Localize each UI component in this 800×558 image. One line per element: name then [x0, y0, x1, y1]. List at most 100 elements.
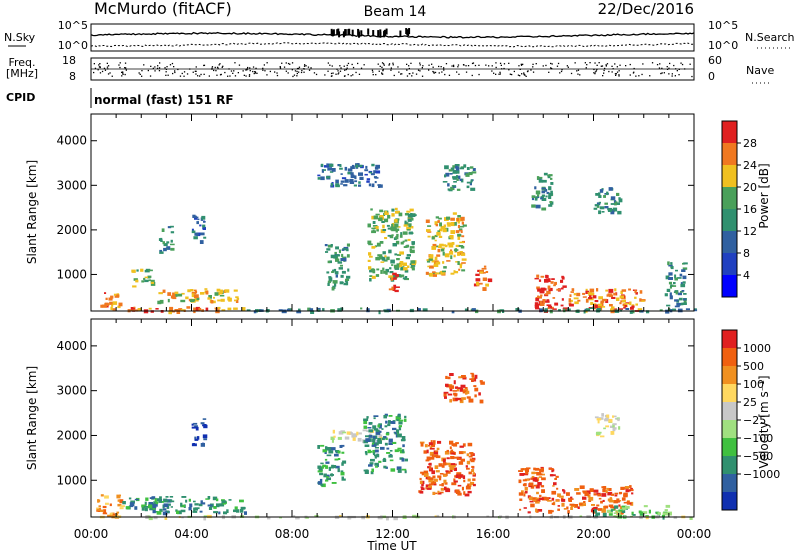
heatmap-cell [551, 497, 555, 501]
colorbar-swatch [722, 209, 737, 231]
freq-tick-bottom: 8 [69, 70, 76, 83]
freq-dot [216, 66, 219, 68]
heatmap-cell [544, 188, 548, 192]
freq-dot [520, 63, 522, 65]
freq-dot [382, 73, 384, 75]
heatmap-cell [428, 479, 433, 483]
freq-dot [344, 69, 346, 71]
power-heatmap [100, 163, 698, 315]
heatmap-cell [214, 292, 219, 296]
heatmap-cell [321, 465, 325, 469]
heatmap-cell [597, 493, 602, 497]
velocity-colorbar-label: Velocity [m s⁻¹] [757, 375, 771, 468]
heatmap-cell [337, 308, 342, 312]
heatmap-cell [471, 465, 475, 468]
heatmap-cell [631, 305, 635, 308]
freq-dot [121, 75, 123, 77]
heatmap-cell [628, 288, 631, 291]
heatmap-cell [573, 504, 578, 508]
heatmap-cell [560, 304, 564, 307]
freq-dot [164, 67, 166, 69]
heatmap-cell [521, 490, 524, 494]
freq-dot [214, 66, 216, 69]
heatmap-cell [374, 455, 377, 459]
heatmap-cell [470, 179, 473, 183]
heatmap-cell [324, 244, 328, 247]
heatmap-cell [368, 243, 373, 246]
heatmap-cell [445, 470, 449, 473]
x-tick-label: 00:00 [677, 527, 712, 541]
heatmap-cell [444, 174, 447, 178]
heatmap-cell [386, 447, 390, 450]
freq-dot [691, 75, 693, 78]
heatmap-cell [433, 263, 439, 267]
heatmap-cell [427, 231, 432, 233]
heatmap-cell [631, 511, 634, 516]
freq-dot [611, 65, 613, 67]
heatmap-cell [597, 420, 600, 424]
heatmap-cell [459, 251, 463, 253]
heatmap-cell [314, 515, 319, 517]
heatmap-cell [619, 302, 622, 305]
heatmap-cell [428, 258, 433, 261]
heatmap-cell [370, 269, 376, 271]
heatmap-cell [429, 466, 432, 470]
heatmap-cell [194, 503, 199, 506]
heatmap-cell [167, 226, 172, 229]
freq-dot [509, 73, 511, 75]
heatmap-cell [406, 210, 409, 213]
heatmap-cell [337, 261, 343, 264]
heatmap-cell [365, 452, 368, 456]
freq-dot [296, 67, 299, 70]
heatmap-cell [340, 471, 345, 476]
heatmap-cell [148, 279, 151, 282]
heatmap-cell [674, 299, 679, 302]
heatmap-cell [326, 248, 331, 251]
heatmap-cell [437, 230, 440, 233]
heatmap-cell [561, 502, 565, 507]
heatmap-cell [451, 482, 457, 486]
heatmap-cell [398, 421, 403, 425]
noise-spike [351, 29, 354, 36]
heatmap-cell [552, 297, 556, 299]
heatmap-cell [396, 228, 400, 231]
freq-dot [138, 72, 140, 74]
heatmap-cell [547, 305, 552, 309]
freq-dot [119, 62, 121, 64]
heatmap-cell [455, 166, 460, 171]
heatmap-cell [228, 299, 232, 302]
heatmap-cell [378, 430, 382, 433]
heatmap-cell [583, 310, 586, 314]
heatmap-cell [598, 210, 602, 215]
heatmap-cell [164, 516, 168, 520]
heatmap-cell [587, 494, 591, 498]
heatmap-cell [604, 505, 609, 509]
freq-dot [266, 62, 268, 64]
heatmap-cell [614, 492, 618, 495]
heatmap-cell [600, 435, 605, 438]
heatmap-cell [366, 430, 369, 432]
heatmap-cell [192, 510, 198, 513]
freq-dot [559, 72, 561, 74]
heatmap-cell [213, 296, 215, 299]
heatmap-cell [536, 472, 541, 476]
heatmap-cell [403, 418, 407, 422]
heatmap-cell [675, 269, 678, 272]
colorbar-swatch [722, 474, 737, 492]
heatmap-cell [154, 497, 157, 502]
freq-dot [183, 71, 186, 73]
heatmap-cell [612, 415, 615, 418]
freq-dot [276, 72, 278, 74]
freq-dot [357, 62, 359, 65]
heatmap-cell [432, 443, 436, 446]
freq-dot [419, 70, 421, 72]
freq-dot [521, 73, 523, 75]
heatmap-cell [609, 294, 613, 298]
heatmap-cell [148, 502, 153, 506]
heatmap-cell [531, 197, 535, 201]
freq-dot [237, 72, 239, 74]
heatmap-cell [408, 231, 413, 235]
freq-dot [343, 75, 346, 77]
colorbar-tick-label: 25 [743, 396, 757, 409]
heatmap-cell [630, 306, 634, 310]
